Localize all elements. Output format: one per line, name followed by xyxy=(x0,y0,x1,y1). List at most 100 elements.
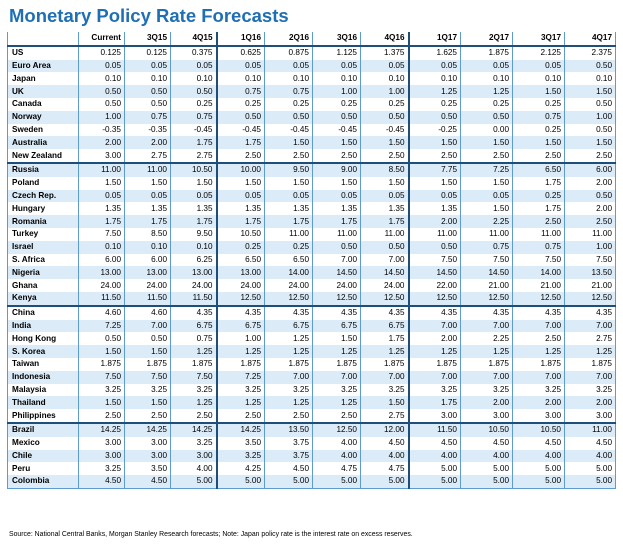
country-cell: Sweden xyxy=(7,123,79,137)
rate-cell: 4.00 xyxy=(360,449,410,463)
rate-cell: 3.00 xyxy=(124,436,171,450)
rate-cell: 4.35 xyxy=(408,304,461,320)
rate-cell: 14.25 xyxy=(78,421,125,437)
country-cell: Norway xyxy=(7,110,79,124)
rate-cell: 0.25 xyxy=(312,97,361,111)
rate-cell: 7.25 xyxy=(78,319,125,333)
country-cell: Kenya xyxy=(7,291,79,306)
rate-cell: 1.25 xyxy=(170,345,218,358)
table-row: China 4.60 4.60 4.35 4.35 4.35 4.35 4.35 4.35 4.3… xyxy=(7,304,616,320)
rate-cell: 22.00 xyxy=(408,279,461,292)
rate-cell: 0.25 xyxy=(512,97,565,111)
rate-cell: 14.50 xyxy=(460,266,513,280)
rate-cell: 14.50 xyxy=(360,266,410,280)
rate-cell: 0.05 xyxy=(460,59,513,73)
country-cell: Mexico xyxy=(7,436,79,450)
rate-cell: 0.05 xyxy=(170,189,218,203)
rate-cell: 0.10 xyxy=(78,72,125,86)
rate-cell: 1.75 xyxy=(216,215,265,228)
rate-cell: 4.35 xyxy=(512,304,565,320)
rate-cell: 2.50 xyxy=(512,215,565,228)
table-row: Peru 3.25 3.50 4.00 4.25 4.50 4.75 4.75 5.00 5.00… xyxy=(7,462,616,476)
column-header: 4Q17 xyxy=(564,32,616,47)
rate-cell: 1.875 xyxy=(512,357,565,371)
rate-cell: 3.25 xyxy=(360,383,410,397)
rate-cell: 0.50 xyxy=(124,85,171,98)
rate-cell: 11.50 xyxy=(124,291,171,306)
rate-cell: 4.35 xyxy=(264,304,313,320)
country-cell: Colombia xyxy=(7,475,79,489)
rate-cell: 1.375 xyxy=(360,45,410,60)
column-header: 1Q16 xyxy=(216,32,265,47)
rate-cell: 0.625 xyxy=(216,45,265,60)
rate-cell: 1.25 xyxy=(460,85,513,98)
rate-cell: 7.50 xyxy=(170,370,218,384)
rate-cell: 2.50 xyxy=(264,409,313,423)
rate-cell: 14.50 xyxy=(312,266,361,280)
rate-cell: 10.50 xyxy=(170,161,218,177)
rate-cell: 8.50 xyxy=(124,227,171,241)
rate-cell: 3.00 xyxy=(564,409,616,423)
rate-cell: 4.50 xyxy=(360,436,410,450)
rate-cell: 0.50 xyxy=(564,123,616,137)
table-row: UK 0.50 0.50 0.50 0.75 0.75 1.00 1.00 1.25 1.25 1.… xyxy=(7,85,616,98)
rate-cell: 3.50 xyxy=(124,462,171,476)
rate-cell: 11.00 xyxy=(360,227,410,241)
table-row: Hungary 1.35 1.35 1.35 1.35 1.35 1.35 1.35 1.35 1… xyxy=(7,202,616,216)
rate-cell: 0.05 xyxy=(512,59,565,73)
country-cell: Brazil xyxy=(7,421,79,437)
table-row: Czech Rep. 0.05 0.05 0.05 0.05 0.05 0.05 0.05 0.… xyxy=(7,189,616,203)
rate-cell: 4.25 xyxy=(216,462,265,476)
rate-cell: -0.25 xyxy=(408,123,461,137)
rate-cell: 1.875 xyxy=(460,357,513,371)
rate-cell: 12.50 xyxy=(408,291,461,306)
rate-cell: 1.00 xyxy=(564,110,616,124)
table-row: Russia 11.00 11.00 10.50 10.00 9.50 9.00 8.50 7.… xyxy=(7,161,616,177)
rate-cell: 0.25 xyxy=(360,97,410,111)
rate-cell: 0.50 xyxy=(564,189,616,203)
table-row: Brazil 14.25 14.25 14.25 14.25 13.50 12.50 12.0… xyxy=(7,421,616,437)
rate-cell: 6.75 xyxy=(170,319,218,333)
rate-cell: 0.05 xyxy=(408,59,461,73)
rate-cell: 6.75 xyxy=(216,319,265,333)
rate-cell: 12.50 xyxy=(312,291,361,306)
country-cell: Malaysia xyxy=(7,383,79,397)
rate-cell: 1.50 xyxy=(460,136,513,150)
column-header: 4Q15 xyxy=(170,32,218,47)
rate-cell: 0.50 xyxy=(124,97,171,111)
rate-cell: 5.00 xyxy=(360,475,410,489)
rate-cell: 1.25 xyxy=(408,345,461,358)
rate-cell: 1.875 xyxy=(408,357,461,371)
rate-cell: 5.00 xyxy=(312,475,361,489)
table-row: Euro Area 0.05 0.05 0.05 0.05 0.05 0.05 0.05 0.0… xyxy=(7,59,616,73)
rate-cell: 10.50 xyxy=(460,421,513,437)
rate-cell: 7.00 xyxy=(408,319,461,333)
rate-cell: 4.35 xyxy=(564,304,616,320)
table-row: Canada 0.50 0.50 0.25 0.25 0.25 0.25 0.25 0.25 0.… xyxy=(7,97,616,111)
rate-cell: 4.60 xyxy=(78,304,125,320)
rate-cell: 0.75 xyxy=(512,240,565,254)
rate-cell: 7.50 xyxy=(460,253,513,267)
rate-cell: 4.00 xyxy=(460,449,513,463)
rate-cell: 1.25 xyxy=(170,396,218,410)
rate-cell: 12.50 xyxy=(512,291,565,306)
rate-cell: 1.875 xyxy=(78,357,125,371)
rate-cell: 1.25 xyxy=(264,345,313,358)
rate-cell: 4.35 xyxy=(170,304,218,320)
rate-cell: 1.50 xyxy=(264,136,313,150)
rate-cell: 6.00 xyxy=(78,253,125,267)
table-row: Colombia 4.50 4.50 5.00 5.00 5.00 5.00 5.00 5.00… xyxy=(7,475,616,489)
table-row: Ghana 24.00 24.00 24.00 24.00 24.00 24.00 24.00… xyxy=(7,279,616,292)
rate-cell: 1.50 xyxy=(170,176,218,190)
table-row: Indonesia 7.50 7.50 7.50 7.25 7.00 7.00 7.00 7.0… xyxy=(7,370,616,384)
rate-cell: 4.50 xyxy=(124,475,171,489)
country-cell: Chile xyxy=(7,449,79,463)
rate-cell: 4.50 xyxy=(564,436,616,450)
rate-cell: 1.50 xyxy=(124,345,171,358)
rate-cell: 0.10 xyxy=(460,72,513,86)
rate-cell: 21.00 xyxy=(564,279,616,292)
rate-cell: 4.00 xyxy=(512,449,565,463)
rate-cell: 0.05 xyxy=(408,189,461,203)
rate-cell: 0.50 xyxy=(408,240,461,254)
rate-cell: 0.75 xyxy=(512,110,565,124)
